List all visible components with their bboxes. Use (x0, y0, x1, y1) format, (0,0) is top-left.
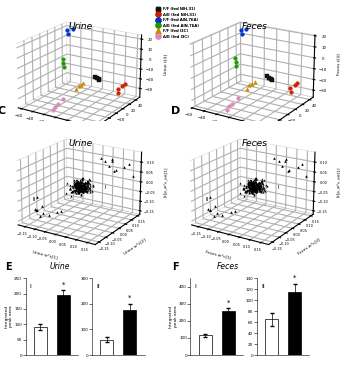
Text: Feces: Feces (217, 262, 239, 271)
Bar (100, 340, 113, 355)
Bar (34, 327, 47, 355)
Y-axis label: Feces t[2]: Feces t[2] (299, 121, 319, 137)
Text: Feces: Feces (241, 139, 267, 148)
Bar (222, 311, 235, 355)
Text: I: I (194, 284, 197, 289)
X-axis label: Feces t[1]: Feces t[1] (207, 133, 229, 142)
Text: Urine: Urine (69, 22, 93, 31)
Text: Urine: Urine (69, 139, 93, 148)
Text: *: * (62, 281, 65, 287)
Text: *: * (226, 299, 230, 305)
Text: C: C (0, 106, 6, 116)
Y-axis label: Integrated
peak area: Integrated peak area (4, 305, 13, 328)
Legend: F/F (fed NIH-31), Δ/E (fed NIH-31), F/F (fed AIN-76A), Δ/E (fed AIN-76A), F/F (f: F/F (fed NIH-31), Δ/E (fed NIH-31), F/F … (152, 6, 200, 40)
Bar (123, 310, 136, 355)
Bar (199, 335, 211, 355)
Y-axis label: Feces w*c[2]: Feces w*c[2] (296, 237, 321, 255)
Text: E: E (5, 262, 12, 272)
Text: I: I (30, 284, 32, 289)
Text: Feces: Feces (241, 22, 267, 31)
Text: F: F (172, 262, 178, 272)
X-axis label: Urine t[1]: Urine t[1] (34, 133, 55, 142)
Text: II: II (261, 284, 265, 289)
Text: *: * (128, 295, 131, 301)
Text: D: D (171, 106, 180, 116)
Bar (288, 292, 301, 355)
X-axis label: Feces w*c[1]: Feces w*c[1] (205, 250, 231, 260)
Y-axis label: Urine w*c[2]: Urine w*c[2] (123, 237, 147, 255)
Text: Urine: Urine (49, 262, 70, 271)
Y-axis label: Urine t[2]: Urine t[2] (125, 122, 145, 137)
Bar (57, 295, 70, 355)
Bar (265, 319, 278, 355)
X-axis label: Urine w*c[1]: Urine w*c[1] (32, 250, 58, 260)
Text: II: II (96, 284, 100, 289)
Text: *: * (293, 274, 296, 281)
Y-axis label: Integrated
peak area: Integrated peak area (169, 305, 178, 328)
